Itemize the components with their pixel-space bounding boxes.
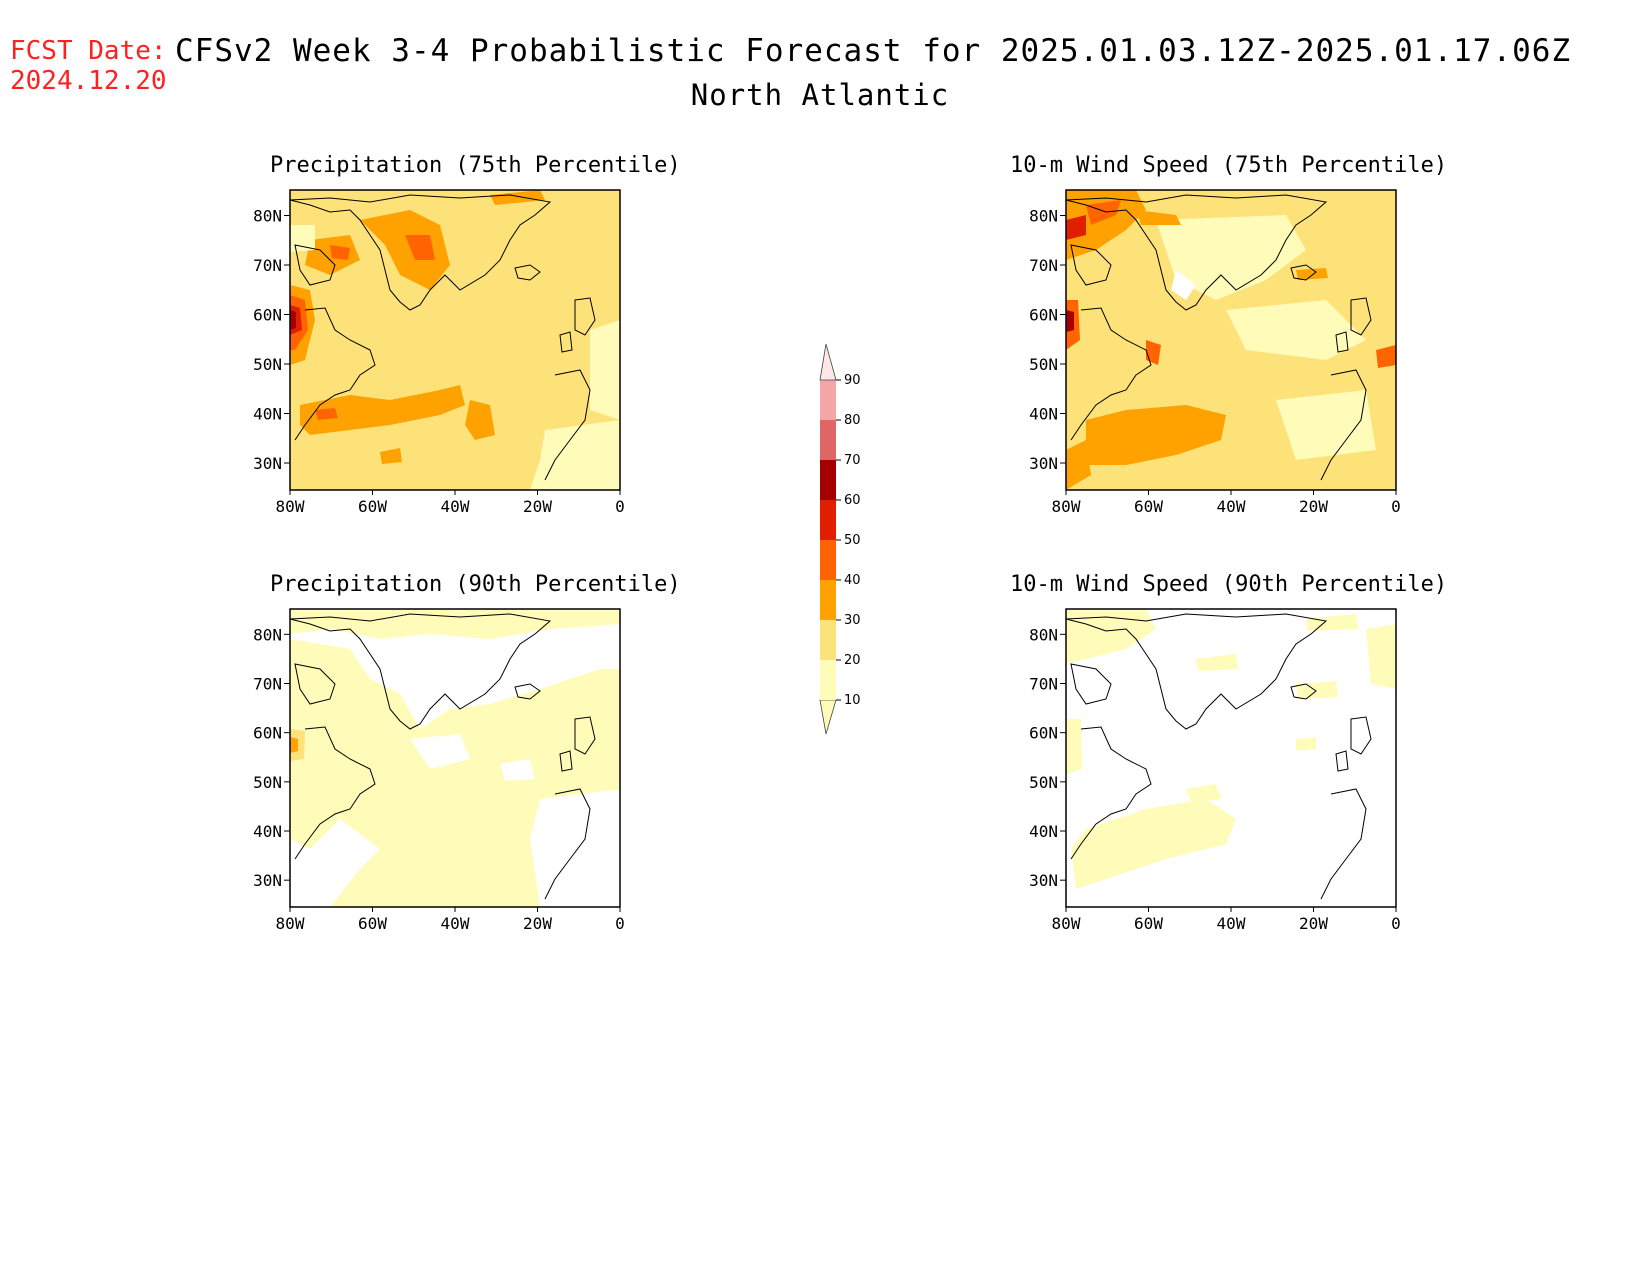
lat-label: 30N <box>1029 454 1058 473</box>
forecast-date: FCST Date: 2024.12.20 <box>10 36 167 96</box>
lat-label: 40N <box>253 405 282 424</box>
colorbar-label: 40 <box>844 573 861 588</box>
lat-label: 60N <box>253 724 282 743</box>
lon-label: 40W <box>1217 914 1246 933</box>
region-title: North Atlantic <box>690 78 950 112</box>
forecast-date-label: FCST Date: <box>10 36 167 66</box>
lat-label: 40N <box>253 822 282 841</box>
colorbar-label: 10 <box>844 693 861 708</box>
lon-label: 60W <box>1134 914 1163 933</box>
page-title: CFSv2 Week 3-4 Probabilistic Forecast fo… <box>175 33 1572 69</box>
lat-label: 70N <box>1029 256 1058 275</box>
lat-label: 70N <box>253 256 282 275</box>
colorbar: 10 20 30 40 50 60 70 80 90 <box>819 343 861 735</box>
map-wind90 <box>1065 608 1397 908</box>
colorbar-swatch <box>820 620 836 660</box>
panel-title-wind90: 10-m Wind Speed (90th Percentile) <box>1010 572 1448 597</box>
lat-label: 80N <box>1029 625 1058 644</box>
lat-label: 70N <box>1029 675 1058 694</box>
lat-label: 40N <box>1029 822 1058 841</box>
colorbar-swatch <box>820 460 836 500</box>
colorbar-label: 30 <box>844 613 861 628</box>
lon-label: 20W <box>1299 914 1328 933</box>
fill-layer <box>290 609 620 907</box>
forecast-date-value: 2024.12.20 <box>10 66 167 96</box>
colorbar-swatch <box>820 380 836 420</box>
lat-label: 30N <box>253 871 282 890</box>
colorbar-swatch <box>820 540 836 580</box>
lon-label: 60W <box>358 497 387 516</box>
panel-title-precip75: Precipitation (75th Percentile) <box>270 153 681 178</box>
coastline-layer <box>1065 613 1372 900</box>
lat-label: 70N <box>253 675 282 694</box>
lat-label: 30N <box>253 454 282 473</box>
colorbar-label: 50 <box>844 533 861 548</box>
map-precip75 <box>289 189 621 491</box>
colorbar-swatch <box>820 420 836 460</box>
lon-label: 60W <box>1134 497 1163 516</box>
colorbar-upper-arrow <box>819 343 837 381</box>
coastline-layer <box>289 194 596 481</box>
colorbar-label: 60 <box>844 493 861 508</box>
lon-label: 0 <box>1391 497 1401 516</box>
panel-title-precip90: Precipitation (90th Percentile) <box>270 572 681 597</box>
map-wind75 <box>1065 189 1397 491</box>
colorbar-label: 70 <box>844 453 861 468</box>
colorbar-lower-arrow <box>819 699 837 735</box>
lon-label: 80W <box>1052 914 1081 933</box>
lon-label: 0 <box>615 497 625 516</box>
fill-layer <box>1066 190 1396 490</box>
lon-label: 0 <box>615 914 625 933</box>
lat-label: 80N <box>1029 207 1058 226</box>
lat-label: 30N <box>1029 871 1058 890</box>
lon-label: 40W <box>1217 497 1246 516</box>
lon-label: 80W <box>276 497 305 516</box>
lat-label: 50N <box>253 355 282 374</box>
lat-label: 60N <box>1029 306 1058 325</box>
lon-label: 0 <box>1391 914 1401 933</box>
colorbar-swatch <box>820 580 836 620</box>
lat-label: 80N <box>253 207 282 226</box>
fill-layer <box>1066 609 1396 907</box>
colorbar-label: 80 <box>844 413 861 428</box>
lat-label: 50N <box>1029 355 1058 374</box>
lat-label: 60N <box>253 306 282 325</box>
colorbar-swatch <box>820 660 836 700</box>
colorbar-label: 90 <box>844 373 861 388</box>
fill-layer <box>290 190 620 490</box>
lat-label: 50N <box>1029 773 1058 792</box>
coastline-layer <box>289 613 596 900</box>
coastline-layer <box>1065 194 1372 481</box>
lat-label: 40N <box>1029 405 1058 424</box>
lon-label: 20W <box>523 497 552 516</box>
lon-label: 20W <box>1299 497 1328 516</box>
lon-label: 20W <box>523 914 552 933</box>
lat-label: 60N <box>1029 724 1058 743</box>
lon-label: 80W <box>1052 497 1081 516</box>
colorbar-label: 20 <box>844 653 861 668</box>
lat-label: 80N <box>253 625 282 644</box>
lon-label: 80W <box>276 914 305 933</box>
colorbar-swatch <box>820 500 836 540</box>
panel-title-wind75: 10-m Wind Speed (75th Percentile) <box>1010 153 1448 178</box>
lon-label: 40W <box>441 914 470 933</box>
lon-label: 40W <box>441 497 470 516</box>
lat-label: 50N <box>253 773 282 792</box>
lon-label: 60W <box>358 914 387 933</box>
